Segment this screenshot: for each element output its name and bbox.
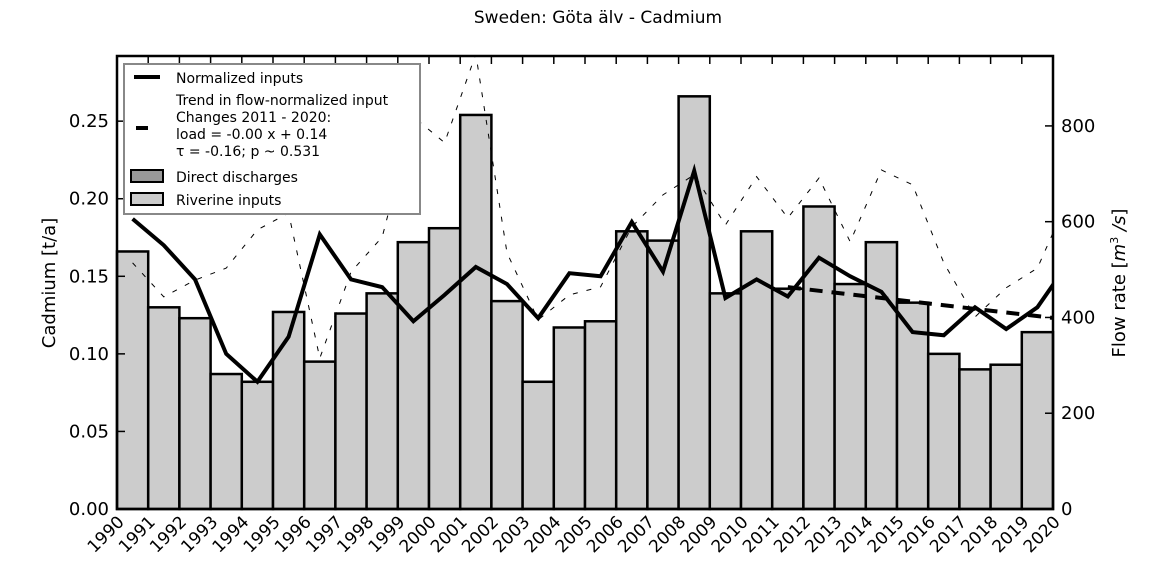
- y-tick-label: 0.10: [69, 344, 109, 365]
- bar-1992: [178, 316, 212, 511]
- bar-2009: [708, 292, 743, 511]
- bar-2011: [770, 287, 805, 511]
- trend-line: [787, 285, 1053, 320]
- y-tick-label: 0.20: [69, 189, 109, 210]
- bar-1995: [271, 310, 306, 511]
- y-right-tick-label: 800: [1061, 116, 1095, 137]
- bar-2014: [864, 240, 899, 511]
- y-right-tick-label: 200: [1061, 403, 1095, 424]
- normalized-inputs-line: [131, 163, 1053, 385]
- bar-1993: [209, 372, 244, 511]
- legend-label-riverine: Riverine inputs: [176, 193, 281, 209]
- bar-1990: [115, 250, 150, 511]
- bar-2004: [552, 326, 587, 511]
- x-tick-label: 2020: [1020, 512, 1065, 557]
- bar-2005: [583, 320, 618, 511]
- y-right-tick-label: 0: [1061, 499, 1072, 520]
- bar-2017: [958, 368, 992, 511]
- legend-box: [123, 63, 421, 215]
- y-right-tick-label: 400: [1061, 307, 1095, 328]
- bar-2013: [833, 282, 868, 511]
- bar-1999: [396, 240, 431, 511]
- bar-2001: [458, 113, 493, 511]
- y-axis-label: Cadmium [t/a]: [39, 218, 60, 348]
- bar-2002: [490, 299, 524, 511]
- legend-label-trend: Trend in flow-normalized input: [175, 93, 389, 109]
- bar-2008: [677, 95, 712, 511]
- y-tick-label: 0.15: [69, 266, 109, 287]
- bar-2010: [739, 230, 774, 511]
- y-tick-label: 0.00: [69, 499, 109, 520]
- legend-label-direct: Direct discharges: [176, 170, 298, 186]
- bar-2016: [926, 352, 961, 511]
- bar-2019: [1020, 330, 1055, 511]
- bar-1997: [334, 312, 368, 511]
- bar-2000: [427, 226, 462, 511]
- legend-label-normalized: Normalized inputs: [176, 71, 303, 87]
- legend: Normalized inputs Trend in flow-normaliz…: [123, 63, 421, 215]
- legend-label-load: load = -0.00 x + 0.14: [176, 127, 327, 143]
- bar-1998: [365, 292, 400, 511]
- bar-1991: [146, 306, 181, 511]
- legend-swatch-direct: [130, 169, 164, 183]
- chart-title: Sweden: Göta älv - Cadmium: [474, 8, 722, 28]
- bar-1994: [240, 380, 275, 511]
- legend-swatch-riverine: [130, 192, 164, 206]
- y-right-tick-label: 600: [1061, 212, 1095, 233]
- y-axis-right-label: Flow rate [m3 /s]: [1108, 209, 1130, 358]
- legend-label-tau: τ = -0.16; p ~ 0.531: [176, 144, 320, 160]
- bar-2018: [989, 363, 1024, 511]
- bar-2007: [646, 239, 680, 511]
- y-tick-label: 0.25: [69, 111, 109, 132]
- plot-area: 0.000.050.100.150.200.250200400600800199…: [69, 54, 1095, 557]
- legend-label-changes: Changes 2011 - 2020:: [176, 110, 331, 126]
- y-tick-label: 0.05: [69, 421, 109, 442]
- bar-2003: [521, 380, 556, 511]
- bar-1996: [302, 360, 337, 511]
- bar-2006: [614, 230, 649, 511]
- bar-2012: [802, 205, 836, 511]
